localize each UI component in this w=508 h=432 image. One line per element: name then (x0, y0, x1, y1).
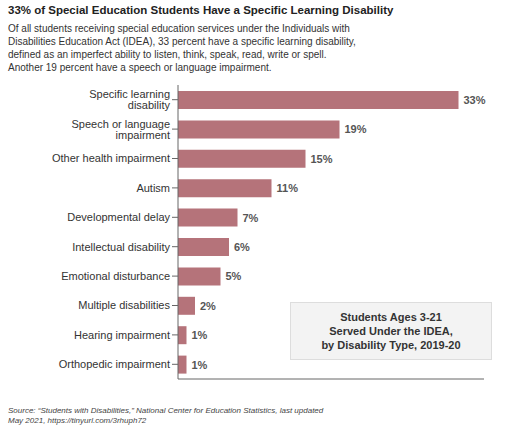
svg-text:Specific learningdisability: Specific learningdisability (89, 88, 170, 111)
svg-text:1%: 1% (192, 329, 208, 341)
svg-text:2%: 2% (200, 300, 216, 312)
html-text:Students Ages 3-21 Served Unde: Students Ages 3-21 Served Under the IDEA… (321, 311, 461, 351)
svg-text:33%: 33% (464, 94, 486, 106)
svg-text:Hearing impairment: Hearing impairment (74, 329, 170, 341)
svg-text:Autism: Autism (136, 182, 170, 194)
svg-text:7%: 7% (243, 212, 259, 224)
svg-text:Emotional disturbance: Emotional disturbance (61, 270, 170, 282)
svg-text:15%: 15% (311, 153, 333, 165)
svg-text:6%: 6% (234, 241, 250, 253)
svg-text:5%: 5% (226, 270, 242, 282)
svg-text:Developmental delay: Developmental delay (67, 211, 170, 223)
svg-text:1%: 1% (192, 359, 208, 371)
svg-text:Other health impairment: Other health impairment (52, 152, 170, 164)
svg-text:Multiple disabilities: Multiple disabilities (78, 299, 170, 311)
svg-text:Speech or languageimpairment: Speech or languageimpairment (72, 118, 170, 141)
svg-text:Orthopedic impairment: Orthopedic impairment (59, 358, 170, 370)
html-text:Source: “Students with Disabil: Source: “Students with Disabilities,” Na… (8, 406, 324, 425)
svg-text:19%: 19% (345, 123, 367, 135)
html-text:33% of Special Education Stude: 33% of Special Education Students Have a… (8, 4, 394, 16)
svg-text:11%: 11% (277, 182, 299, 194)
html-text:Of all students receiving spec: Of all students receiving special educat… (8, 23, 356, 73)
svg-text:Intellectual disability: Intellectual disability (72, 241, 170, 253)
